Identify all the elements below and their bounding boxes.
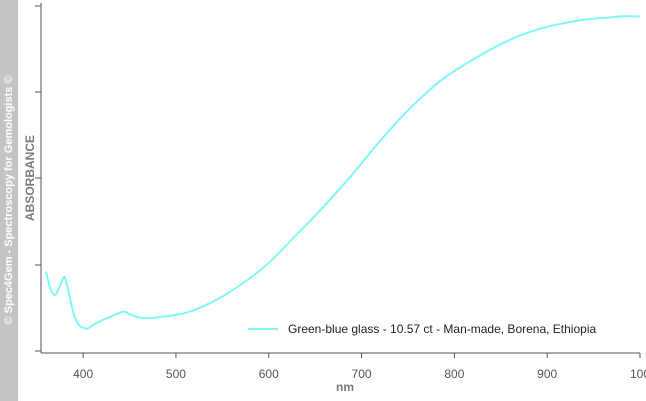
x-ticks: 400 500 600 700 800 900 100 [73,353,646,381]
x-axis-title: nm [336,380,354,394]
y-axis-title: ABSORBANCE [23,135,37,221]
watermark-strip: © Spec4Gem - Spectroscopy for Gemologist… [0,0,18,401]
series-layer [45,15,641,330]
x-tick-label: 600 [259,367,279,381]
series-line [45,15,641,330]
x-tick-label: 100 [630,367,646,381]
y-ticks [35,5,41,352]
x-tick-label: 700 [352,367,372,381]
x-tick-label: 900 [537,367,557,381]
x-tick-label: 500 [166,367,186,381]
axes [40,3,640,354]
x-tick-label: 800 [444,367,464,381]
x-tick-label: 400 [73,367,93,381]
legend-label: Green-blue glass - 10.57 ct - Man-made, … [288,322,596,336]
legend: Green-blue glass - 10.57 ct - Man-made, … [248,322,596,336]
